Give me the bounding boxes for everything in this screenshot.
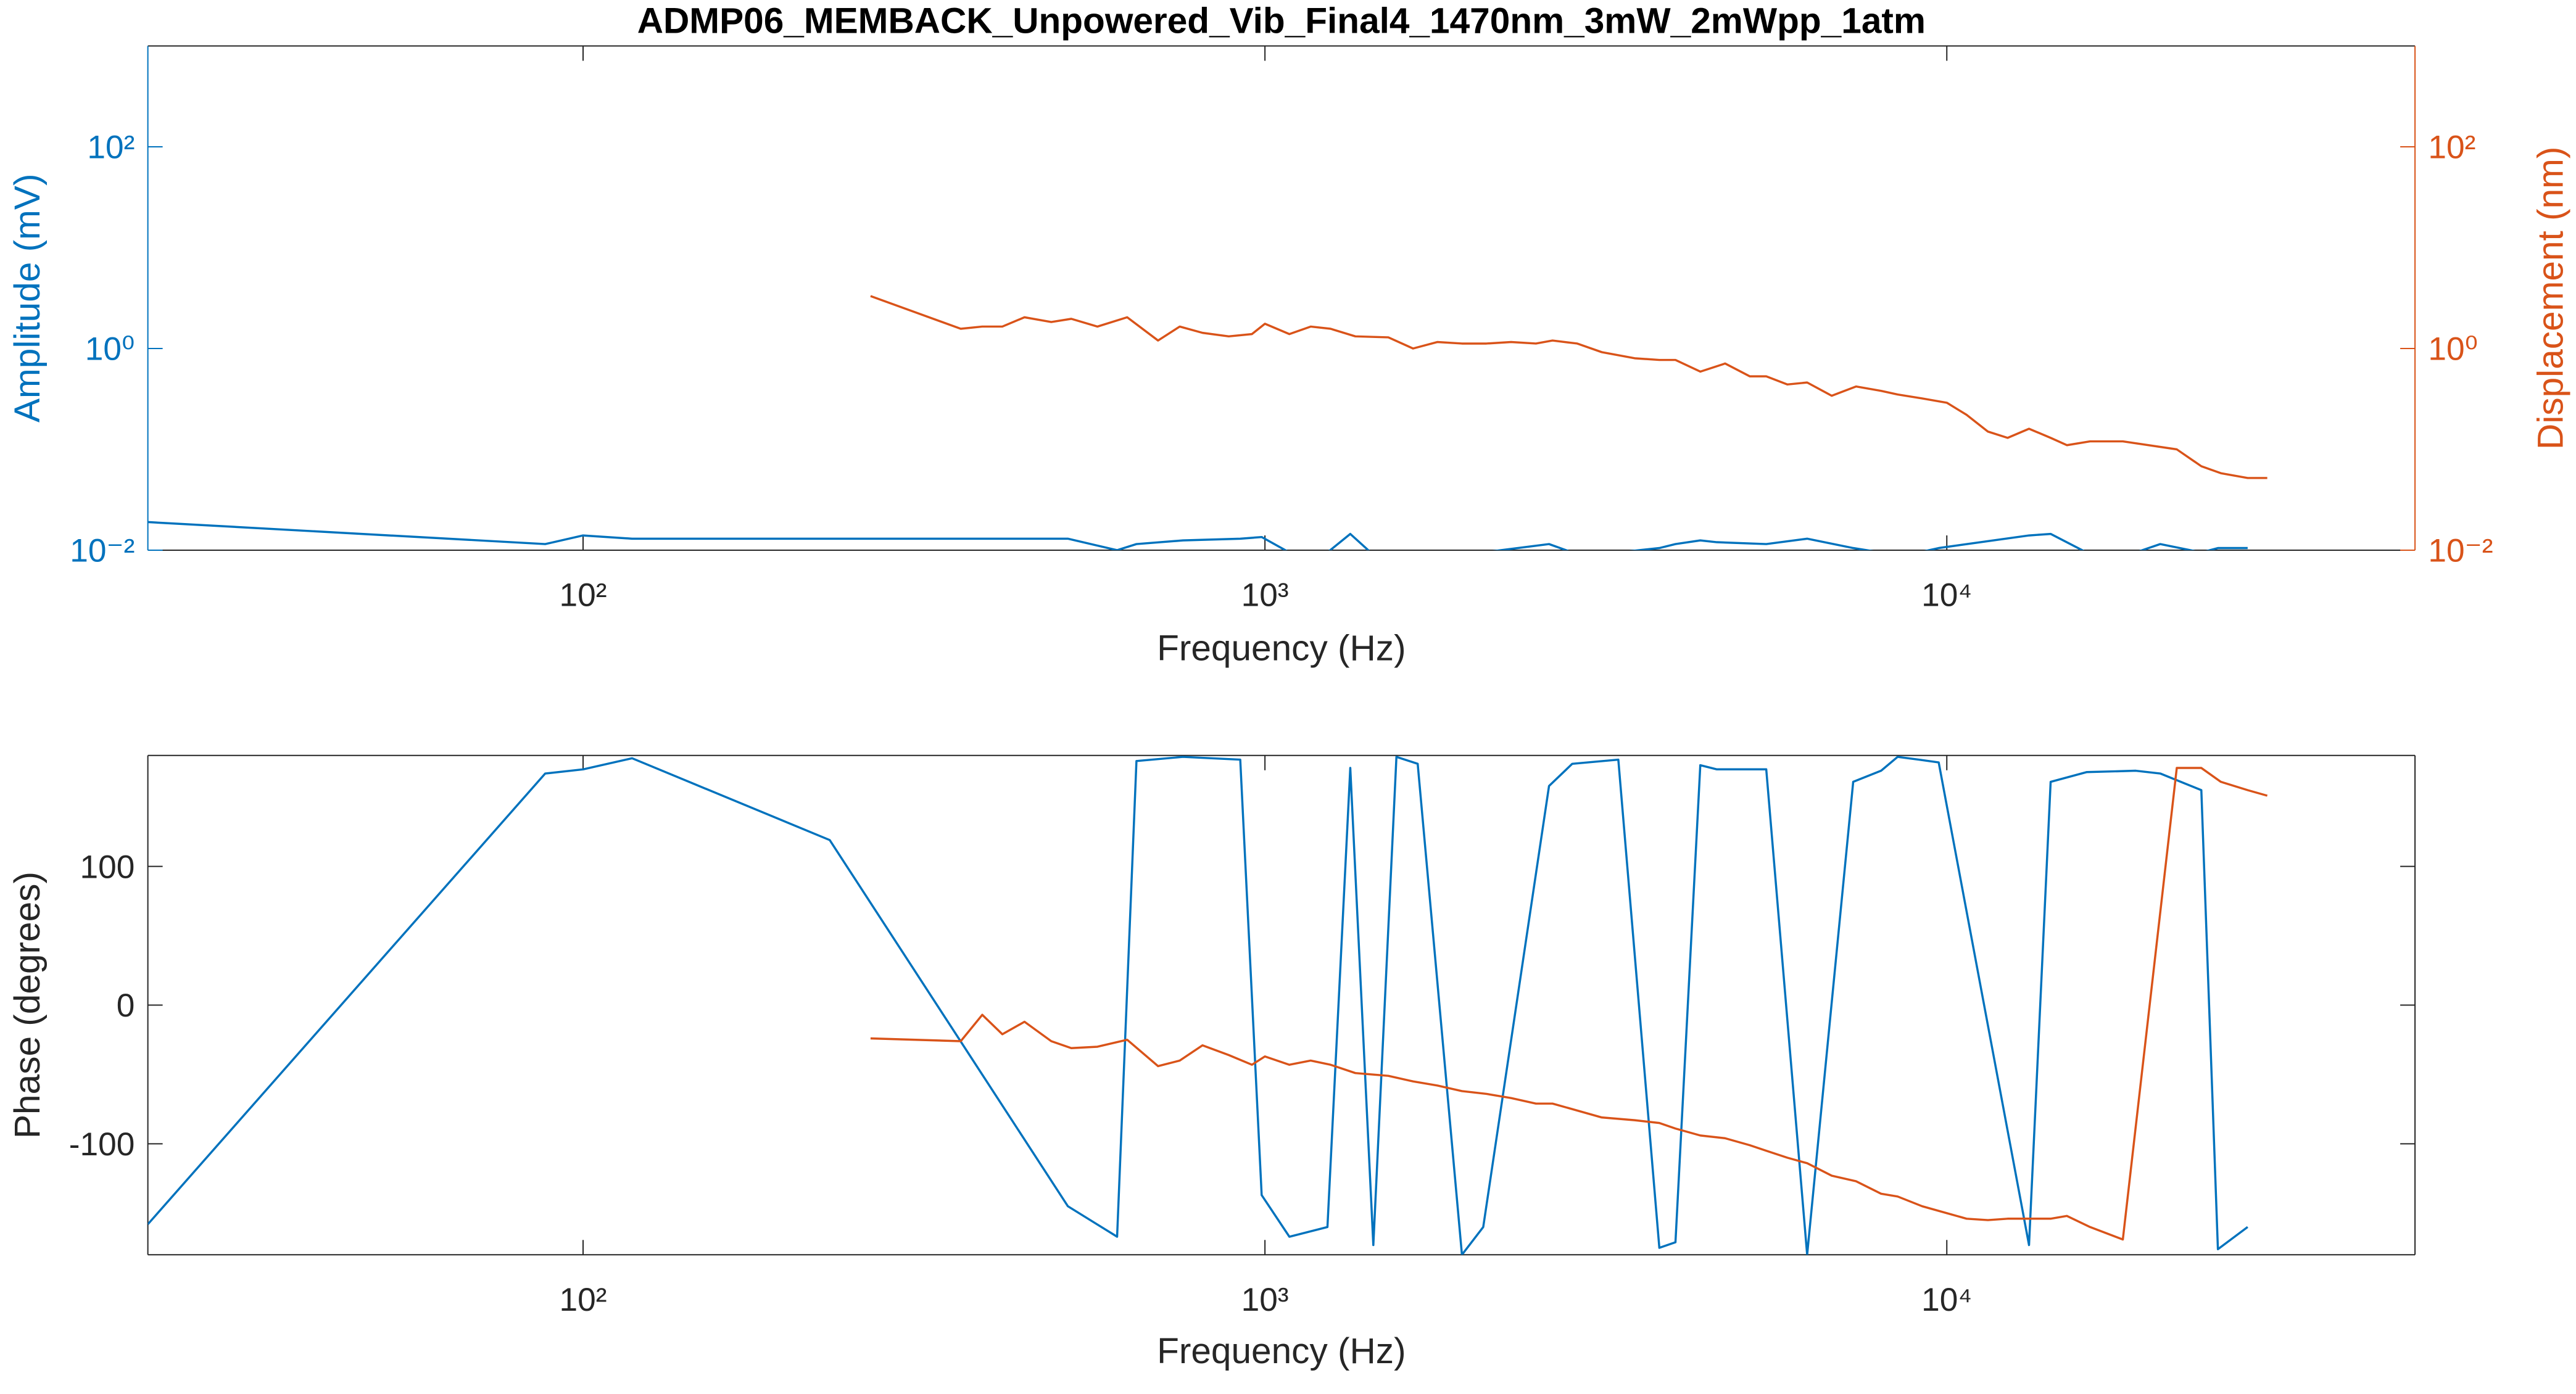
y-axis-label: Phase (degrees) xyxy=(7,872,48,1139)
chart-title: ADMP06_MEMBACK_Unpowered_Vib_Final4_1470… xyxy=(637,1,1926,41)
y2-tick-label: 10⁻² xyxy=(2428,533,2493,569)
series-line xyxy=(147,521,2248,550)
y-tick-label: -100 xyxy=(69,1126,135,1163)
x-tick-label: 10³ xyxy=(1241,1282,1289,1318)
series-line xyxy=(870,295,2267,479)
y2-tick-label: 10⁰ xyxy=(2428,331,2478,368)
x-tick-label: 10⁴ xyxy=(1921,1282,1972,1318)
y2-tick-label: 10² xyxy=(2428,130,2475,166)
y2-axis-label: Displacement (nm) xyxy=(2531,147,2571,450)
x-axis-label: Frequency (Hz) xyxy=(1157,628,1406,668)
x-axis-label: Frequency (Hz) xyxy=(1157,1331,1406,1371)
series-line xyxy=(147,756,2248,1255)
x-tick-label: 10² xyxy=(560,1282,607,1318)
y-axis-label: Amplitude (mV) xyxy=(7,173,48,423)
y-tick-label: 10⁰ xyxy=(85,331,135,368)
y-tick-label: 0 xyxy=(117,988,135,1024)
series-line xyxy=(870,767,2268,1241)
x-tick-label: 10⁴ xyxy=(1921,577,1972,614)
x-tick-label: 10³ xyxy=(1241,577,1289,614)
y-tick-label: 10² xyxy=(87,130,135,166)
y-tick-label: 100 xyxy=(80,849,135,885)
y-tick-label: 10⁻² xyxy=(70,533,135,569)
x-tick-label: 10² xyxy=(560,577,607,614)
